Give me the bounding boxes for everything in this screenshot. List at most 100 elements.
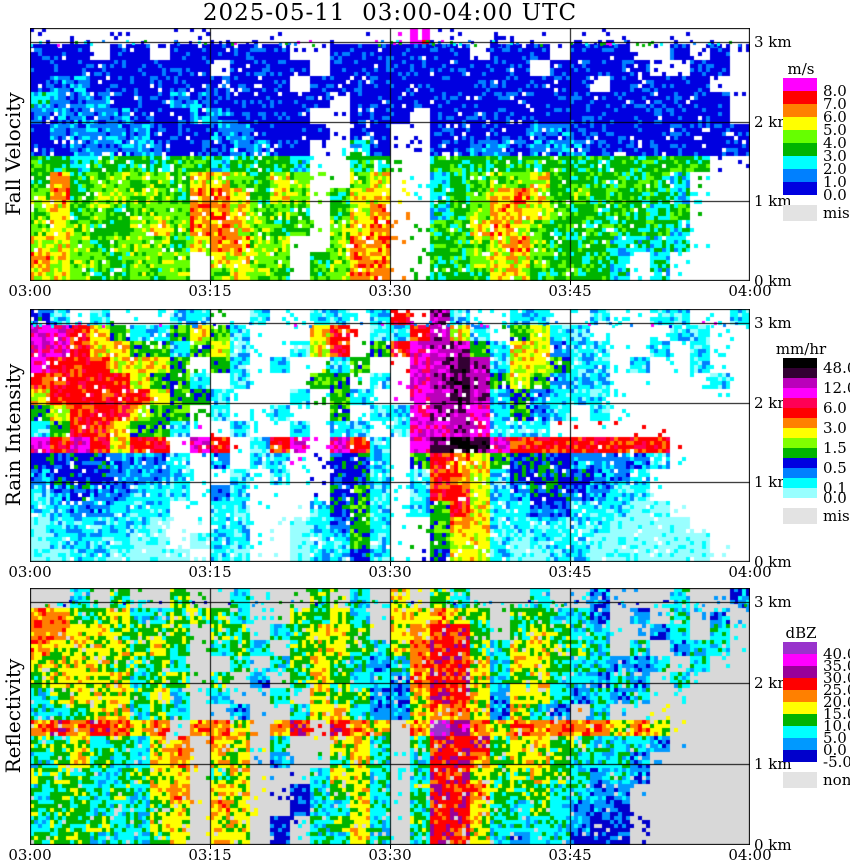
time-tick-mark [210, 845, 211, 849]
colorbar-segment [783, 690, 817, 702]
rain-intensity-colorbar-unit: mm/hr [775, 340, 827, 358]
time-tick-label: 03:00 [8, 846, 52, 864]
height-tick-label: 0 km [754, 836, 792, 854]
colorbar-missing-label: miss [823, 507, 850, 525]
time-tick-label: 03:45 [548, 563, 592, 581]
height-tick-label: 1 km [754, 755, 792, 773]
fall-velocity-axis-title: Fall Velocity [1, 92, 25, 216]
colorbar-label: 1.0 [823, 173, 847, 191]
time-tick-label: 03:45 [548, 282, 592, 300]
height-tick-label: 3 km [754, 33, 792, 51]
colorbar-segment [783, 368, 817, 378]
time-tick-mark [570, 562, 571, 566]
fall-velocity-panel [30, 28, 750, 281]
colorbar-label: 0.0 [823, 741, 847, 759]
colorbar-missing-swatch [783, 508, 817, 524]
colorbar-missing-label: none [823, 771, 850, 789]
colorbar-segment [783, 130, 817, 143]
colorbar-segment [783, 714, 817, 726]
colorbar-segment [783, 418, 817, 428]
time-tick-mark [570, 845, 571, 849]
height-tick-label: 1 km [754, 192, 792, 210]
colorbar-label: 12.0 [823, 379, 850, 397]
height-tick-label: 0 km [754, 553, 792, 571]
time-tick-label: 03:00 [8, 563, 52, 581]
colorbar-label: 5.0 [823, 729, 847, 747]
height-tick-label: 0 km [754, 272, 792, 290]
colorbar-missing-label: miss [823, 204, 850, 222]
colorbar-segment [783, 738, 817, 750]
colorbar-segment [783, 143, 817, 156]
height-tick-label: 1 km [754, 473, 792, 491]
colorbar-segment [783, 378, 817, 388]
colorbar-segment [783, 642, 817, 654]
colorbar-segment [783, 750, 817, 762]
rain-intensity-axis-title: Rain Intensity [1, 363, 25, 507]
colorbar-label: 6.0 [823, 108, 847, 126]
colorbar-segment [783, 182, 817, 195]
chart-title: 2025-05-11 03:00-04:00 UTC [202, 0, 578, 26]
colorbar-label: 0.0 [823, 186, 847, 204]
colorbar-label: 48.0 [823, 359, 850, 377]
colorbar-label: 1.5 [823, 439, 847, 457]
colorbar-label: 8.0 [823, 82, 847, 100]
time-tick-label: 03:30 [368, 563, 412, 581]
time-tick-mark [210, 281, 211, 285]
time-tick-mark [390, 562, 391, 566]
reflectivity-axis-title: Reflectivity [1, 658, 25, 774]
time-tick-label: 03:15 [188, 563, 232, 581]
colorbar-segment [783, 156, 817, 169]
height-tick-label: 2 km [754, 113, 792, 131]
colorbar-segment [783, 91, 817, 104]
time-tick-label: 04:00 [728, 846, 772, 864]
colorbar-label: 15.0 [823, 705, 850, 723]
colorbar-label: 10.0 [823, 717, 850, 735]
colorbar-segment [783, 358, 817, 368]
time-tick-label: 04:00 [728, 282, 772, 300]
colorbar-missing-swatch [783, 772, 817, 788]
colorbar-label: 40.0 [823, 645, 850, 663]
colorbar-segment [783, 398, 817, 408]
time-tick-label: 03:00 [8, 282, 52, 300]
colorbar-label: 5.0 [823, 121, 847, 139]
time-tick-mark [210, 562, 211, 566]
height-tick-label: 2 km [754, 674, 792, 692]
colorbar-segment [783, 654, 817, 666]
time-tick-label: 03:15 [188, 282, 232, 300]
time-tick-mark [570, 281, 571, 285]
reflectivity-panel [30, 588, 750, 845]
colorbar-segment [783, 428, 817, 438]
colorbar-label: 7.0 [823, 95, 847, 113]
colorbar-label: 20.0 [823, 693, 850, 711]
colorbar-segment [783, 702, 817, 714]
time-tick-label: 04:00 [728, 563, 772, 581]
colorbar-segment [783, 478, 817, 488]
colorbar-label: 4.0 [823, 134, 847, 152]
time-tick-label: 03:30 [368, 282, 412, 300]
height-tick-label: 3 km [754, 593, 792, 611]
colorbar-missing-swatch [783, 205, 817, 221]
colorbar-label: -5.0 [823, 753, 850, 771]
time-tick-mark [390, 845, 391, 849]
time-tick-label: 03:45 [548, 846, 592, 864]
time-tick-label: 03:30 [368, 846, 412, 864]
colorbar-label: 25.0 [823, 681, 850, 699]
colorbar-segment [783, 448, 817, 458]
rain-intensity-panel [30, 309, 750, 562]
colorbar-label: 30.0 [823, 669, 850, 687]
rain-intensity-heatmap [30, 309, 750, 562]
colorbar-segment [783, 408, 817, 418]
fall-velocity-colorbar-unit: m/s [787, 60, 815, 78]
height-tick-label: 2 km [754, 394, 792, 412]
colorbar-label: 0.5 [823, 459, 847, 477]
colorbar-segment [783, 78, 817, 91]
colorbar-segment [783, 438, 817, 448]
colorbar-segment [783, 458, 817, 468]
colorbar-label: 3.0 [823, 419, 847, 437]
colorbar-segment [783, 104, 817, 117]
colorbar-segment [783, 726, 817, 738]
colorbar-segment [783, 388, 817, 398]
colorbar-segment [783, 117, 817, 130]
time-tick-mark [390, 281, 391, 285]
